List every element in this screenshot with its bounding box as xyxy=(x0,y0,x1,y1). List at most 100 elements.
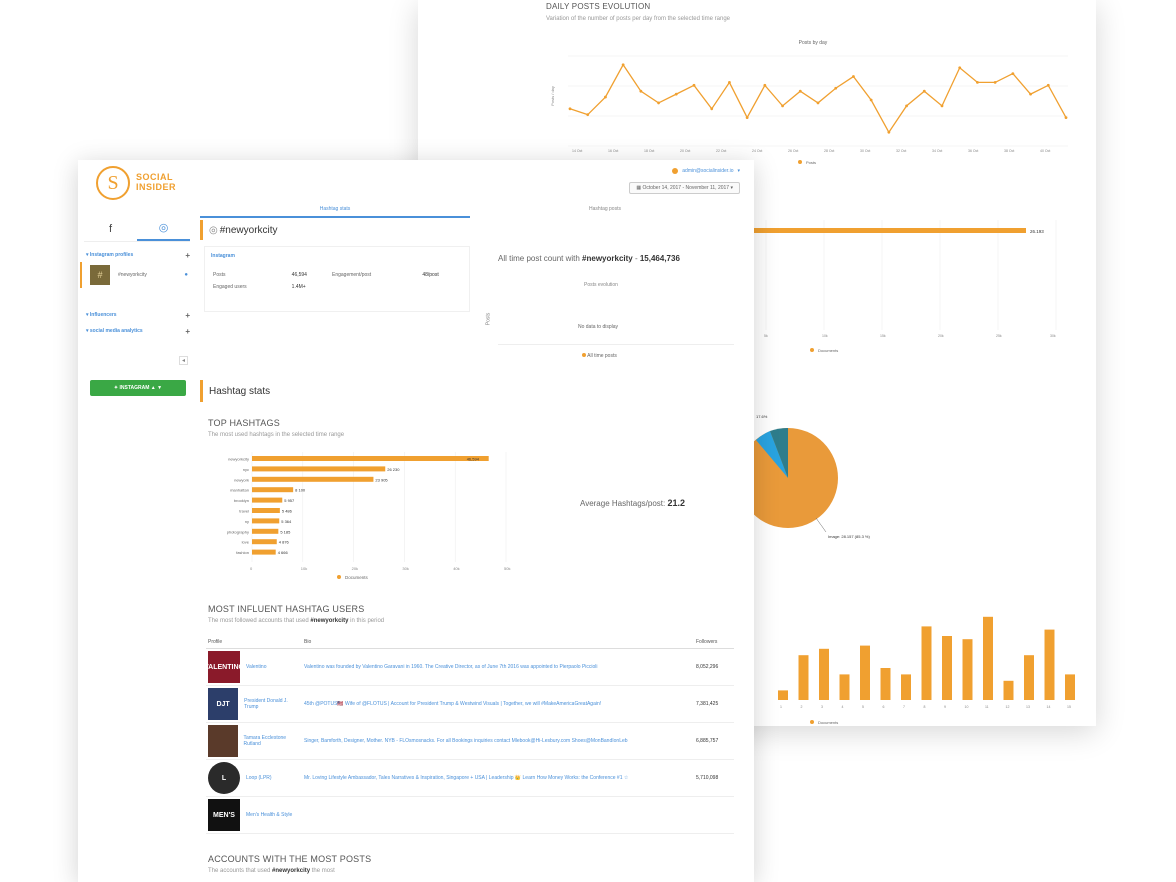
instagram-export-button[interactable]: ✦ INSTAGRAM ▲ ▼ xyxy=(90,380,186,396)
svg-text:25k: 25k xyxy=(996,334,1002,338)
line-x-tick: 40 Oct xyxy=(1040,149,1050,153)
line-point xyxy=(604,95,607,99)
profile-name-link[interactable]: President Donald J. Trump xyxy=(244,698,288,710)
line-x-tick: 16 Oct xyxy=(608,149,618,153)
calendar-icon: ▦ xyxy=(636,185,643,191)
column-bar xyxy=(962,639,973,700)
hashtag-bar xyxy=(252,466,386,472)
category-label: newyorkcity xyxy=(228,457,249,462)
line-point xyxy=(710,107,714,111)
line-x-tick: 30 Oct xyxy=(860,149,870,153)
status-dot-icon: ● xyxy=(184,272,188,278)
add-icon[interactable]: + xyxy=(185,251,190,260)
collapse-icon[interactable]: ◂ xyxy=(178,356,188,365)
svg-text:5k: 5k xyxy=(764,334,768,338)
svg-text:30k: 30k xyxy=(1050,334,1056,338)
avatar[interactable]: L xyxy=(208,762,240,794)
column-bar xyxy=(1024,655,1034,700)
line-point xyxy=(781,104,784,108)
x-tick-label: 50k xyxy=(504,566,510,571)
line-point xyxy=(1046,83,1050,87)
daily-posts-line-chart: Posts by day Posts / day 14 Oct 16 Oct 18 … xyxy=(550,40,1068,165)
influencers-title: MOST INFLUENT HASHTAG USERS xyxy=(208,604,365,614)
add-icon[interactable]: + xyxy=(185,327,190,336)
accounts-most-posts-subtitle: The accounts that used #newyorkcity the … xyxy=(208,868,335,874)
column-x-tick: 6 xyxy=(883,705,885,709)
line-x-tick: 38 Oct xyxy=(1004,149,1014,153)
line-x-tick: 34 Oct xyxy=(932,149,942,153)
logo-icon[interactable]: S xyxy=(96,166,130,200)
column-x-tick: 3 xyxy=(821,705,823,709)
tab-hashtag-posts[interactable]: Hashtag posts xyxy=(589,206,621,212)
tab-facebook[interactable]: f xyxy=(108,222,113,235)
table-row[interactable]: MEN'S Men's Health & Style xyxy=(206,796,734,834)
line-x-tick: 22 Oct xyxy=(716,149,726,153)
line-x-tick: 18 Oct xyxy=(644,149,654,153)
line-point xyxy=(621,63,625,67)
media-type-pie-chart: 17.6% Image: 28.157 (85.3 %) xyxy=(748,414,870,539)
x-tick-label: 10k xyxy=(301,566,307,571)
sidebar-group-influencers[interactable]: ▾ Influencers + xyxy=(86,311,190,320)
profile-name-link[interactable]: Men's Health & Style xyxy=(246,812,293,818)
user-menu[interactable]: admin@socialinsider.io ▾ xyxy=(672,168,740,174)
daily-posts-subtitle: Variation of the number of posts per day… xyxy=(546,16,730,22)
profile-bio: Mr. Loving Lifestyle Ambassador, Tales N… xyxy=(302,759,694,797)
category-label: fashion xyxy=(236,550,249,555)
documents-bar-chart: 26.193 5k 10k 15k 20k 25k 30k Documents xyxy=(754,220,1057,353)
column-bar xyxy=(798,655,809,700)
tab-instagram[interactable]: ◎ xyxy=(137,216,190,241)
column-bar xyxy=(819,648,829,700)
sidebar-group-instagram-profiles[interactable]: ▾ Instagram profiles + xyxy=(86,251,190,260)
hashtag-bar xyxy=(252,487,294,493)
top-hashtags-subtitle: The most used hashtags in the selected t… xyxy=(208,432,345,438)
category-label: brooklyn xyxy=(234,498,249,503)
hashtag-bar xyxy=(252,497,283,503)
avatar[interactable]: MEN'S xyxy=(208,799,240,831)
bar-value-label: 8 100 xyxy=(295,488,306,493)
profile-name-link[interactable]: Valentino xyxy=(246,664,267,670)
column-x-tick: 12 xyxy=(1006,705,1010,709)
avatar[interactable]: VALENTINO xyxy=(204,651,244,683)
date-range-value: October 14, 2017 - November 11, 2017 xyxy=(642,185,730,191)
column-bar xyxy=(778,690,788,700)
avatar[interactable]: DJT xyxy=(208,688,239,720)
column-x-tick: 10 xyxy=(965,705,969,709)
column-bar xyxy=(1003,680,1014,700)
followers-count: 6,885,757 xyxy=(694,722,734,760)
profile-bio xyxy=(302,796,694,834)
profile-name-link[interactable]: Loop (LPR) xyxy=(246,775,272,781)
hashtag-report-page: S SOCIAL INSIDER admin@socialinsider.io … xyxy=(78,160,754,882)
column-x-tick: 2 xyxy=(801,705,803,709)
sidebar-item-newyorkcity[interactable]: # #newyorkcity ● xyxy=(80,262,188,288)
column-x-tick: 8 xyxy=(924,705,926,709)
documents-column-chart: 1 2 3 4 5 6 7 8 9 10 11 12 13 14 15 Documents xyxy=(778,616,1075,725)
documents-bar xyxy=(754,228,1026,233)
add-icon[interactable]: + xyxy=(185,311,190,320)
profile-name-link[interactable]: Tamara Ecclestone Rutland xyxy=(243,735,287,747)
followers-count: 7,381,425 xyxy=(694,685,734,723)
table-row[interactable]: L Loop (LPR) Mr. Loving Lifestyle Ambassad… xyxy=(206,759,734,797)
avatar[interactable] xyxy=(208,725,238,757)
line-point xyxy=(905,104,908,108)
date-range-picker[interactable]: ▦ October 14, 2017 - November 11, 2017 ▾ xyxy=(629,182,740,194)
line-point xyxy=(816,101,820,105)
svg-text:10k: 10k xyxy=(822,334,828,338)
table-row[interactable]: DJT President Donald J. Trump 45th @POTUS🇺… xyxy=(206,685,734,723)
accounts-most-posts-title: ACCOUNTS WITH THE MOST POSTS xyxy=(208,854,372,864)
tab-hashtag-stats[interactable]: Hashtag stats xyxy=(200,204,470,218)
table-row[interactable]: VALENTINO Valentino Valentino was founded … xyxy=(204,648,734,686)
bar-value-label: 5 486 xyxy=(282,509,293,514)
sidebar-group-social-analytics[interactable]: ▾ social media analytics + xyxy=(86,327,190,336)
line-point xyxy=(993,81,997,84)
line-chart-ylabel: Posts / day xyxy=(550,86,555,106)
svg-text:15k: 15k xyxy=(880,334,886,338)
line-legend: Posts xyxy=(806,160,816,165)
column-bar xyxy=(839,674,850,700)
column-x-tick: 13 xyxy=(1026,705,1030,709)
table-row[interactable]: Tamara Ecclestone Rutland Singer, Bamfort… xyxy=(206,722,734,760)
hashtag-bar xyxy=(252,528,279,534)
top-hashtags-legend: Documents xyxy=(345,575,369,580)
x-tick-label: 0 xyxy=(250,566,253,571)
bar-value-label: 23 905 xyxy=(375,477,388,482)
category-label: love xyxy=(242,540,250,545)
